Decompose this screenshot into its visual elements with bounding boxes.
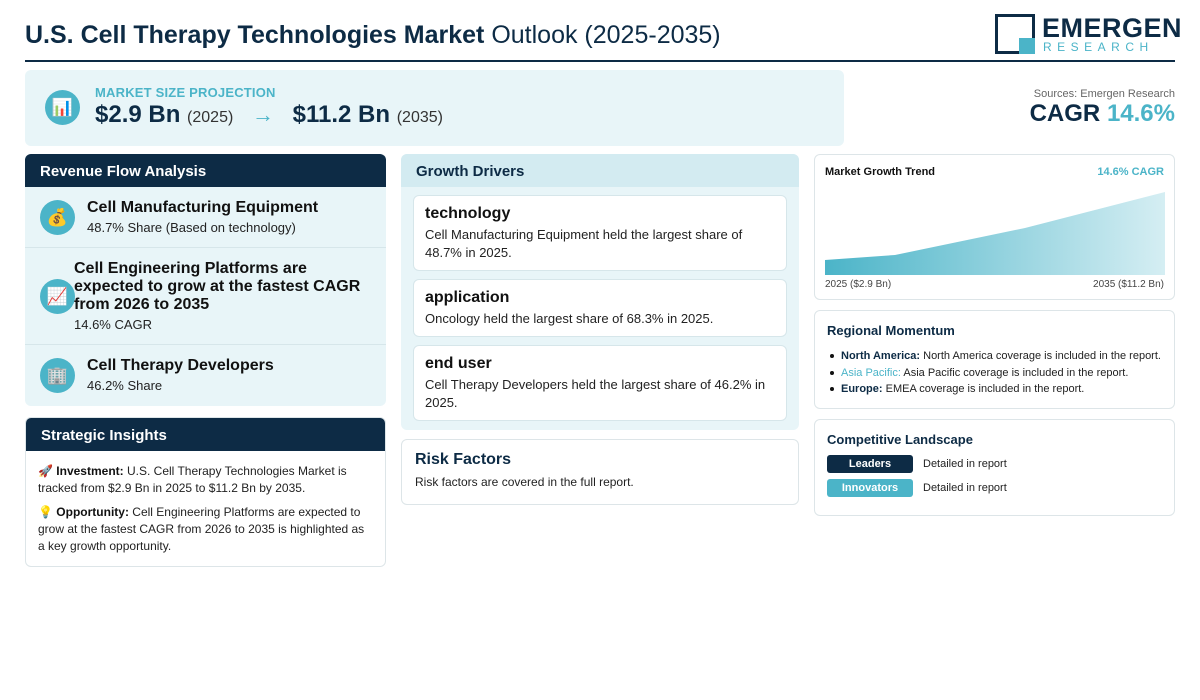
logo-name: EMERGEN <box>1042 13 1183 43</box>
market-growth-trend-panel: Market Growth Trend 14.6% CAGR 2025 ($2.… <box>814 154 1175 300</box>
bar-chart-icon: 📊 <box>45 90 80 125</box>
revenue-item: 💰 Cell Manufacturing Equipment 48.7% Sha… <box>25 187 386 248</box>
revenue-flow-panel: Revenue Flow Analysis 💰 Cell Manufacturi… <box>25 154 386 406</box>
trend-up-icon: 📈 <box>40 279 75 314</box>
driver-card: application Oncology held the largest sh… <box>413 279 787 337</box>
driver-card: end user Cell Therapy Developers held th… <box>413 345 787 421</box>
trend-title: Market Growth Trend <box>825 166 936 178</box>
driver-text: Cell Manufacturing Equipment held the la… <box>425 227 743 260</box>
cagr-value: 14.6% <box>1106 100 1175 127</box>
risk-factors-text: Risk factors are covered in the full rep… <box>415 475 634 489</box>
year-end: (2035) <box>396 109 443 126</box>
growth-drivers-panel: Growth Drivers technology Cell Manufactu… <box>401 154 799 430</box>
revenue-item-title: Cell Manufacturing Equipment <box>87 199 319 216</box>
money-bag-icon: 💰 <box>40 200 75 235</box>
market-size-banner: 📊 MARKET SIZE PROJECTION $2.9 Bn (2025) … <box>25 70 844 146</box>
year-start: (2025) <box>187 109 234 126</box>
competitive-row: Innovators Detailed in report <box>827 479 1162 497</box>
driver-card: technology Cell Manufacturing Equipment … <box>413 195 787 271</box>
innovators-badge: Innovators <box>827 479 913 497</box>
sources-note: Sources: Emergen Research <box>1033 88 1175 100</box>
strategic-insights-panel: Strategic Insights 🚀 Investment: U.S. Ce… <box>25 417 386 567</box>
strategic-insights-heading: Strategic Insights <box>26 418 385 451</box>
cagr-summary: CAGR 14.6% <box>1029 100 1175 127</box>
rocket-icon: 🚀 <box>38 464 53 478</box>
revenue-item-title: Cell Therapy Developers <box>87 357 274 374</box>
revenue-item: 🏢 Cell Therapy Developers 46.2% Share <box>25 345 386 406</box>
emergen-logo: EMERGEN RESEARCH <box>995 13 1182 56</box>
growth-drivers-heading: Growth Drivers <box>401 154 799 187</box>
competitive-row-text: Detailed in report <box>923 458 1007 470</box>
building-icon: 🏢 <box>40 358 75 393</box>
logo-sub: RESEARCH <box>1043 40 1154 54</box>
driver-title: technology <box>425 205 511 222</box>
page-title: U.S. Cell Therapy Technologies Market Ou… <box>25 21 721 49</box>
trend-x-start: 2025 ($2.9 Bn) <box>825 279 892 290</box>
competitive-row: Leaders Detailed in report <box>827 455 1162 473</box>
trend-x-end: 2035 ($11.2 Bn) <box>1093 279 1164 290</box>
logo-mark-icon <box>995 14 1035 54</box>
risk-factors-title: Risk Factors <box>415 451 512 468</box>
revenue-item: 📈 Cell Engineering Platforms are expecte… <box>25 248 386 345</box>
lightbulb-icon: 💡 <box>38 505 53 519</box>
page-header: U.S. Cell Therapy Technologies Market Ou… <box>25 12 1182 62</box>
market-size-values: $2.9 Bn (2025) → $11.2 Bn (2035) <box>95 101 443 129</box>
region-item-asia-pacific: Asia Pacific: Asia Pacific coverage is i… <box>827 365 1162 382</box>
regional-momentum-title: Regional Momentum <box>827 323 955 338</box>
revenue-flow-heading: Revenue Flow Analysis <box>25 154 386 187</box>
investment-insight: 🚀 Investment: U.S. Cell Therapy Technolo… <box>38 464 347 495</box>
value-end: $11.2 Bn <box>292 101 391 128</box>
competitive-row-text: Detailed in report <box>923 482 1007 494</box>
revenue-item-sub: 46.2% Share <box>87 378 163 393</box>
revenue-item-sub: 48.7% Share (Based on technology) <box>87 220 296 235</box>
trend-area-chart <box>825 192 1165 275</box>
risk-factors-panel: Risk Factors Risk factors are covered in… <box>401 439 799 505</box>
regional-momentum-panel: Regional Momentum North America: North A… <box>814 310 1175 409</box>
opportunity-insight: 💡 Opportunity: Cell Engineering Platform… <box>38 505 365 553</box>
trend-cagr: 14.6% CAGR <box>1097 166 1164 178</box>
driver-title: application <box>425 289 510 306</box>
leaders-badge: Leaders <box>827 455 913 473</box>
region-list: North America: North America coverage is… <box>827 348 1162 398</box>
driver-text: Oncology held the largest share of 68.3%… <box>425 311 714 326</box>
value-start: $2.9 Bn <box>95 101 181 128</box>
revenue-item-title: Cell Engineering Platforms are expected … <box>74 260 361 313</box>
region-item-europe: Europe: EMEA coverage is included in the… <box>827 381 1162 398</box>
region-item-north-america: North America: North America coverage is… <box>827 348 1162 365</box>
driver-title: end user <box>425 355 492 372</box>
driver-text: Cell Therapy Developers held the largest… <box>425 377 766 410</box>
competitive-landscape-title: Competitive Landscape <box>827 432 973 447</box>
trend-area <box>825 192 1165 275</box>
competitive-landscape-panel: Competitive Landscape Leaders Detailed i… <box>814 419 1175 516</box>
market-size-label: MARKET SIZE PROJECTION <box>95 85 276 100</box>
strategic-insights-body: 🚀 Investment: U.S. Cell Therapy Technolo… <box>26 451 385 555</box>
revenue-item-sub: 14.6% CAGR <box>74 317 153 332</box>
arrow-right-icon: → <box>251 102 274 127</box>
